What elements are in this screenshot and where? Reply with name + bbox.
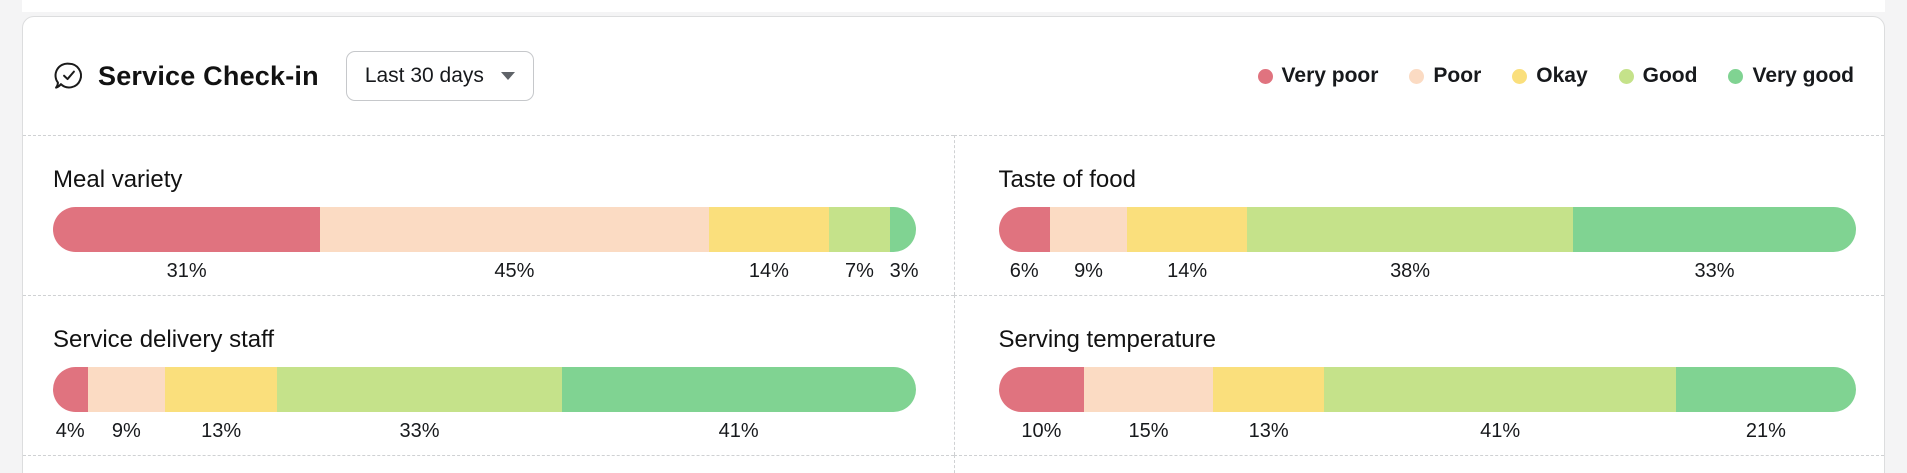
legend-dot-good bbox=[1618, 68, 1634, 84]
chart-cell-next-row-clipped bbox=[953, 455, 1884, 473]
chart-title: Taste of food bbox=[998, 166, 1136, 193]
segment-percentage-label: 9% bbox=[111, 420, 141, 442]
legend-dot-very-poor bbox=[1257, 68, 1273, 84]
legend-dot-very-good bbox=[1728, 68, 1744, 84]
bar-labels: 31% 45% 14% 7% 3% bbox=[53, 260, 919, 283]
chart-cell-next-row-clipped bbox=[23, 455, 954, 473]
segment-percentage-label: 10% bbox=[1021, 420, 1062, 442]
bar-segment-very-good[interactable] bbox=[561, 367, 916, 412]
segment-percentage-label: 33% bbox=[1694, 260, 1735, 282]
chevron-down-icon bbox=[500, 72, 515, 80]
segment-percentage-label: 15% bbox=[1128, 420, 1169, 442]
legend-dot-poor bbox=[1409, 68, 1425, 84]
period-dropdown-value: Last 30 days bbox=[364, 64, 484, 87]
legend-item-good: Good bbox=[1618, 64, 1698, 88]
bar-segment-poor[interactable] bbox=[320, 207, 709, 252]
bar-labels: 10% 15% 13% 41% 21% bbox=[999, 420, 1857, 443]
legend-label: Very good bbox=[1752, 64, 1854, 87]
segment-percentage-label: 3% bbox=[889, 260, 919, 282]
bar-segment-very-poor[interactable] bbox=[53, 207, 321, 252]
legend-item-okay: Okay bbox=[1512, 64, 1588, 88]
segment-percentage-label: 38% bbox=[1390, 260, 1431, 282]
card-header: Service Check-in Last 30 days Very poor … bbox=[23, 17, 1884, 135]
stacked-bar bbox=[53, 207, 916, 252]
segment-percentage-label: 4% bbox=[55, 420, 85, 442]
segment-percentage-label: 21% bbox=[1745, 420, 1786, 442]
segment-percentage-label: 6% bbox=[1009, 260, 1039, 282]
previous-card-bottom-edge bbox=[22, 0, 1885, 12]
segment-percentage-label: 13% bbox=[1248, 420, 1289, 442]
segment-percentage-label: 41% bbox=[1480, 420, 1521, 442]
segment-percentage-label: 14% bbox=[1167, 260, 1208, 282]
chart-cell-serving-temperature: Serving temperature 10% 15% 13% 41% 21% bbox=[953, 295, 1884, 455]
bar-segment-good[interactable] bbox=[829, 207, 890, 252]
stacked-bar bbox=[998, 367, 1857, 412]
bar-segment-good[interactable] bbox=[1324, 367, 1676, 412]
chart-cell-meal-variety: Meal variety 31% 45% 14% 7% 3% bbox=[23, 135, 954, 295]
legend-dot-okay bbox=[1512, 68, 1528, 84]
segment-percentage-label: 41% bbox=[718, 420, 759, 442]
bar-segment-poor[interactable] bbox=[1084, 367, 1213, 412]
bar-labels: 6% 9% 14% 38% 33% bbox=[999, 260, 1857, 283]
legend-item-poor: Poor bbox=[1409, 64, 1481, 88]
period-dropdown[interactable]: Last 30 days bbox=[345, 51, 534, 101]
segment-percentage-label: 13% bbox=[201, 420, 242, 442]
bar-labels: 4% 9% 13% 33% 41% bbox=[53, 420, 916, 443]
bar-segment-good[interactable] bbox=[277, 367, 562, 412]
legend-item-very-good: Very good bbox=[1728, 64, 1854, 88]
stacked-bar bbox=[998, 207, 1857, 252]
bar-segment-okay[interactable] bbox=[165, 367, 278, 412]
bar-segment-very-poor[interactable] bbox=[53, 367, 88, 412]
segment-percentage-label: 31% bbox=[166, 260, 207, 282]
segment-percentage-label: 45% bbox=[494, 260, 535, 282]
segment-percentage-label: 14% bbox=[748, 260, 789, 282]
bar-segment-good[interactable] bbox=[1247, 207, 1573, 252]
legend-item-very-poor: Very poor bbox=[1257, 64, 1379, 88]
bar-segment-okay[interactable] bbox=[708, 207, 830, 252]
chat-check-icon bbox=[53, 60, 85, 92]
chart-cell-taste-of-food: Taste of food 6% 9% 14% 38% 33% bbox=[953, 135, 1884, 295]
stacked-bar bbox=[53, 367, 916, 412]
legend-label: Okay bbox=[1536, 64, 1588, 87]
chart-title: Service delivery staff bbox=[53, 326, 274, 353]
bar-segment-poor[interactable] bbox=[87, 367, 166, 412]
service-checkin-card: Service Check-in Last 30 days Very poor … bbox=[22, 16, 1885, 473]
card-title: Service Check-in bbox=[98, 60, 319, 91]
bar-segment-very-poor[interactable] bbox=[998, 367, 1085, 412]
chart-title: Serving temperature bbox=[998, 326, 1216, 353]
legend-label: Poor bbox=[1433, 64, 1482, 87]
legend: Very poor Poor Okay Good Very good bbox=[1257, 64, 1854, 88]
legend-label: Very poor bbox=[1281, 64, 1379, 87]
segment-percentage-label: 33% bbox=[399, 420, 440, 442]
charts-grid: Meal variety 31% 45% 14% 7% 3% Taste of food… bbox=[23, 135, 1884, 473]
bar-segment-okay[interactable] bbox=[1212, 367, 1325, 412]
segment-percentage-label: 9% bbox=[1074, 260, 1103, 282]
chart-title: Meal variety bbox=[53, 166, 183, 193]
bar-segment-very-good[interactable] bbox=[889, 207, 916, 252]
bar-segment-very-poor[interactable] bbox=[998, 207, 1050, 252]
legend-label: Good bbox=[1642, 64, 1698, 87]
bar-segment-okay[interactable] bbox=[1127, 207, 1248, 252]
chart-cell-service-delivery-staff: Service delivery staff 4% 9% 13% 33% 41% bbox=[23, 295, 954, 455]
bar-segment-poor[interactable] bbox=[1049, 207, 1128, 252]
bar-segment-very-good[interactable] bbox=[1573, 207, 1856, 252]
bar-segment-very-good[interactable] bbox=[1675, 367, 1856, 412]
segment-percentage-label: 7% bbox=[844, 260, 874, 282]
